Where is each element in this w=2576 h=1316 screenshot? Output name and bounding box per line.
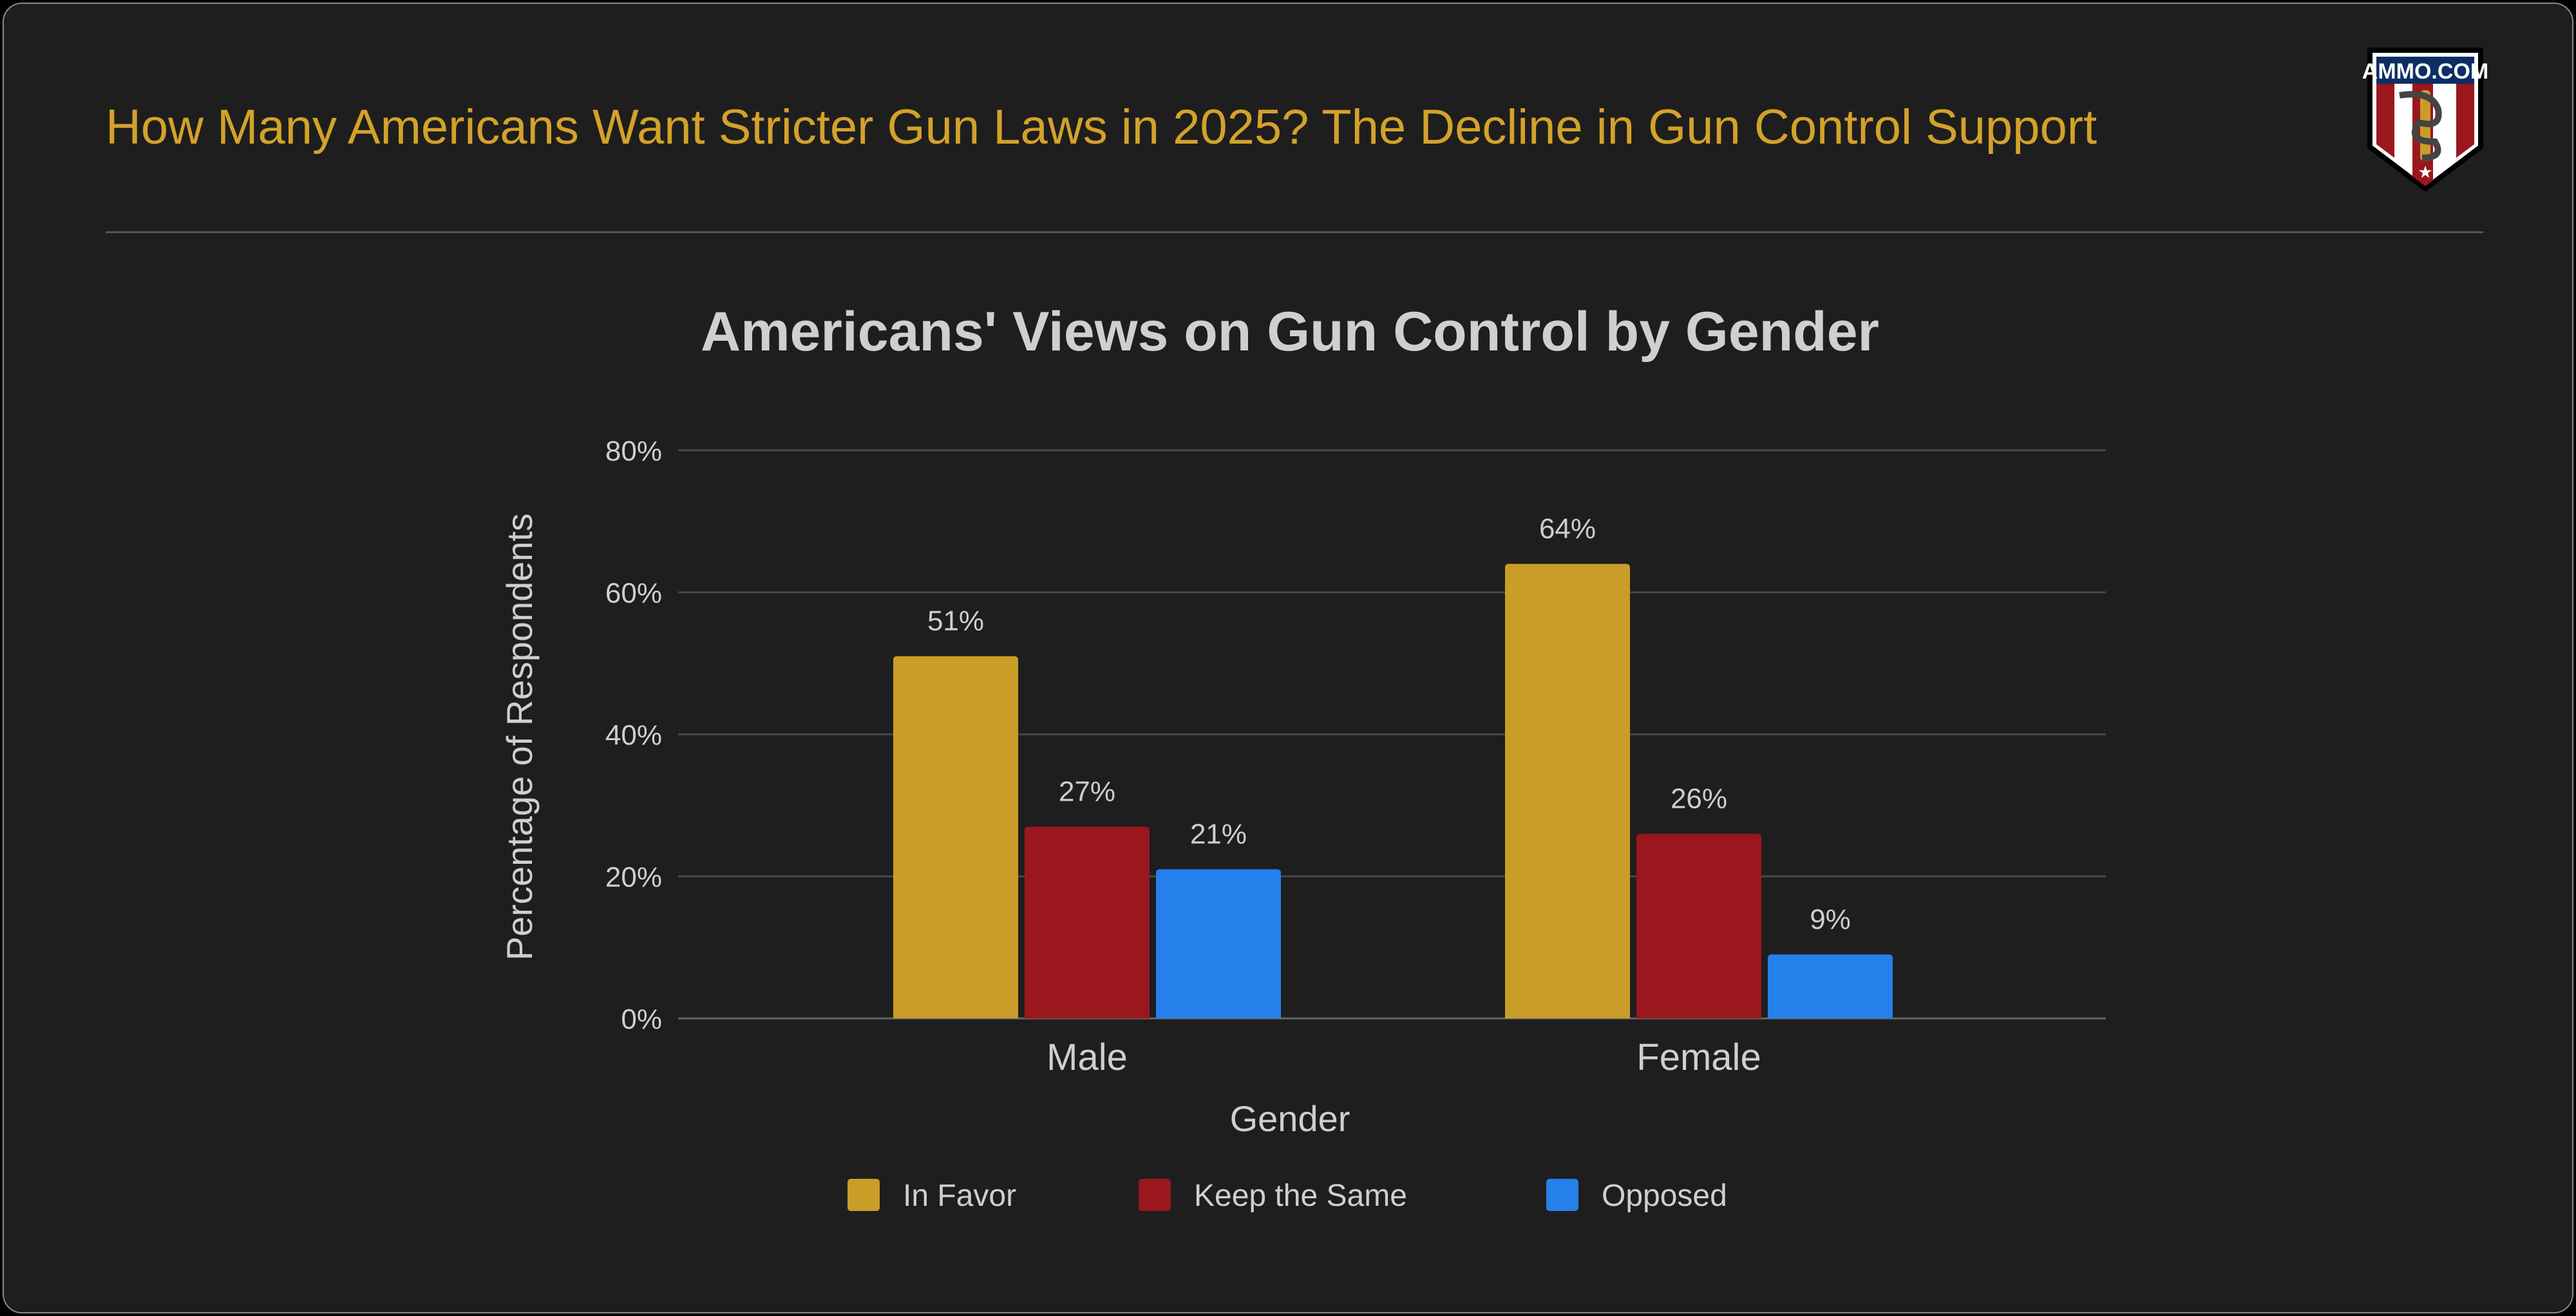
legend-swatch [848, 1179, 880, 1211]
bar [1505, 564, 1630, 1018]
bar [893, 656, 1018, 1018]
data-label: 9% [1810, 904, 1851, 935]
svg-text:AMMO.COM: AMMO.COM [2362, 59, 2488, 84]
y-tick-label: 0% [621, 1004, 662, 1035]
svg-text:★: ★ [2418, 162, 2432, 182]
x-tick-label: Male [1046, 1036, 1128, 1078]
y-axis-title: Percentage of Respondents [499, 513, 540, 960]
y-tick-label: 80% [605, 435, 662, 467]
chart-title: Americans' Views on Gun Control by Gende… [701, 301, 1879, 363]
bar [1768, 954, 1893, 1018]
legend-item[interactable]: In Favor [848, 1179, 1016, 1213]
data-label: 51% [927, 606, 984, 637]
legend-label: Keep the Same [1194, 1179, 1407, 1213]
data-label: 27% [1059, 776, 1115, 807]
legend-swatch [1139, 1179, 1171, 1211]
legend-label: In Favor [903, 1179, 1016, 1213]
x-tick-label: Female [1636, 1036, 1761, 1078]
page-title: How Many Americans Want Stricter Gun Law… [106, 100, 2098, 155]
data-label: 26% [1671, 783, 1727, 814]
legend-item[interactable]: Opposed [1546, 1179, 1727, 1213]
legend-item[interactable]: Keep the Same [1139, 1179, 1407, 1213]
data-label: 64% [1539, 513, 1596, 544]
bar [1156, 869, 1281, 1018]
chart-card: How Many Americans Want Stricter Gun Law… [3, 3, 2573, 1313]
ammo-com-logo: AMMO.COM ★ [2362, 48, 2488, 192]
legend-swatch [1546, 1179, 1578, 1211]
y-tick-label: 40% [605, 720, 662, 751]
bar-chart: Americans' Views on Gun Control by Gende… [499, 301, 2106, 1213]
data-label: 21% [1190, 818, 1247, 850]
legend-label: Opposed [1602, 1179, 1727, 1213]
y-tick-label: 20% [605, 862, 662, 893]
divider [106, 231, 2483, 233]
bar [1636, 834, 1761, 1018]
y-tick-label: 60% [605, 578, 662, 609]
x-axis-title: Gender [1230, 1098, 1350, 1139]
bar [1025, 826, 1150, 1018]
